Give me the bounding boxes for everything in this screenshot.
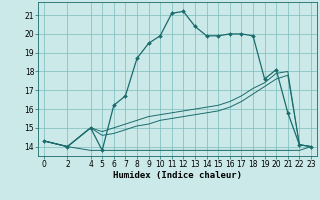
X-axis label: Humidex (Indice chaleur): Humidex (Indice chaleur): [113, 171, 242, 180]
